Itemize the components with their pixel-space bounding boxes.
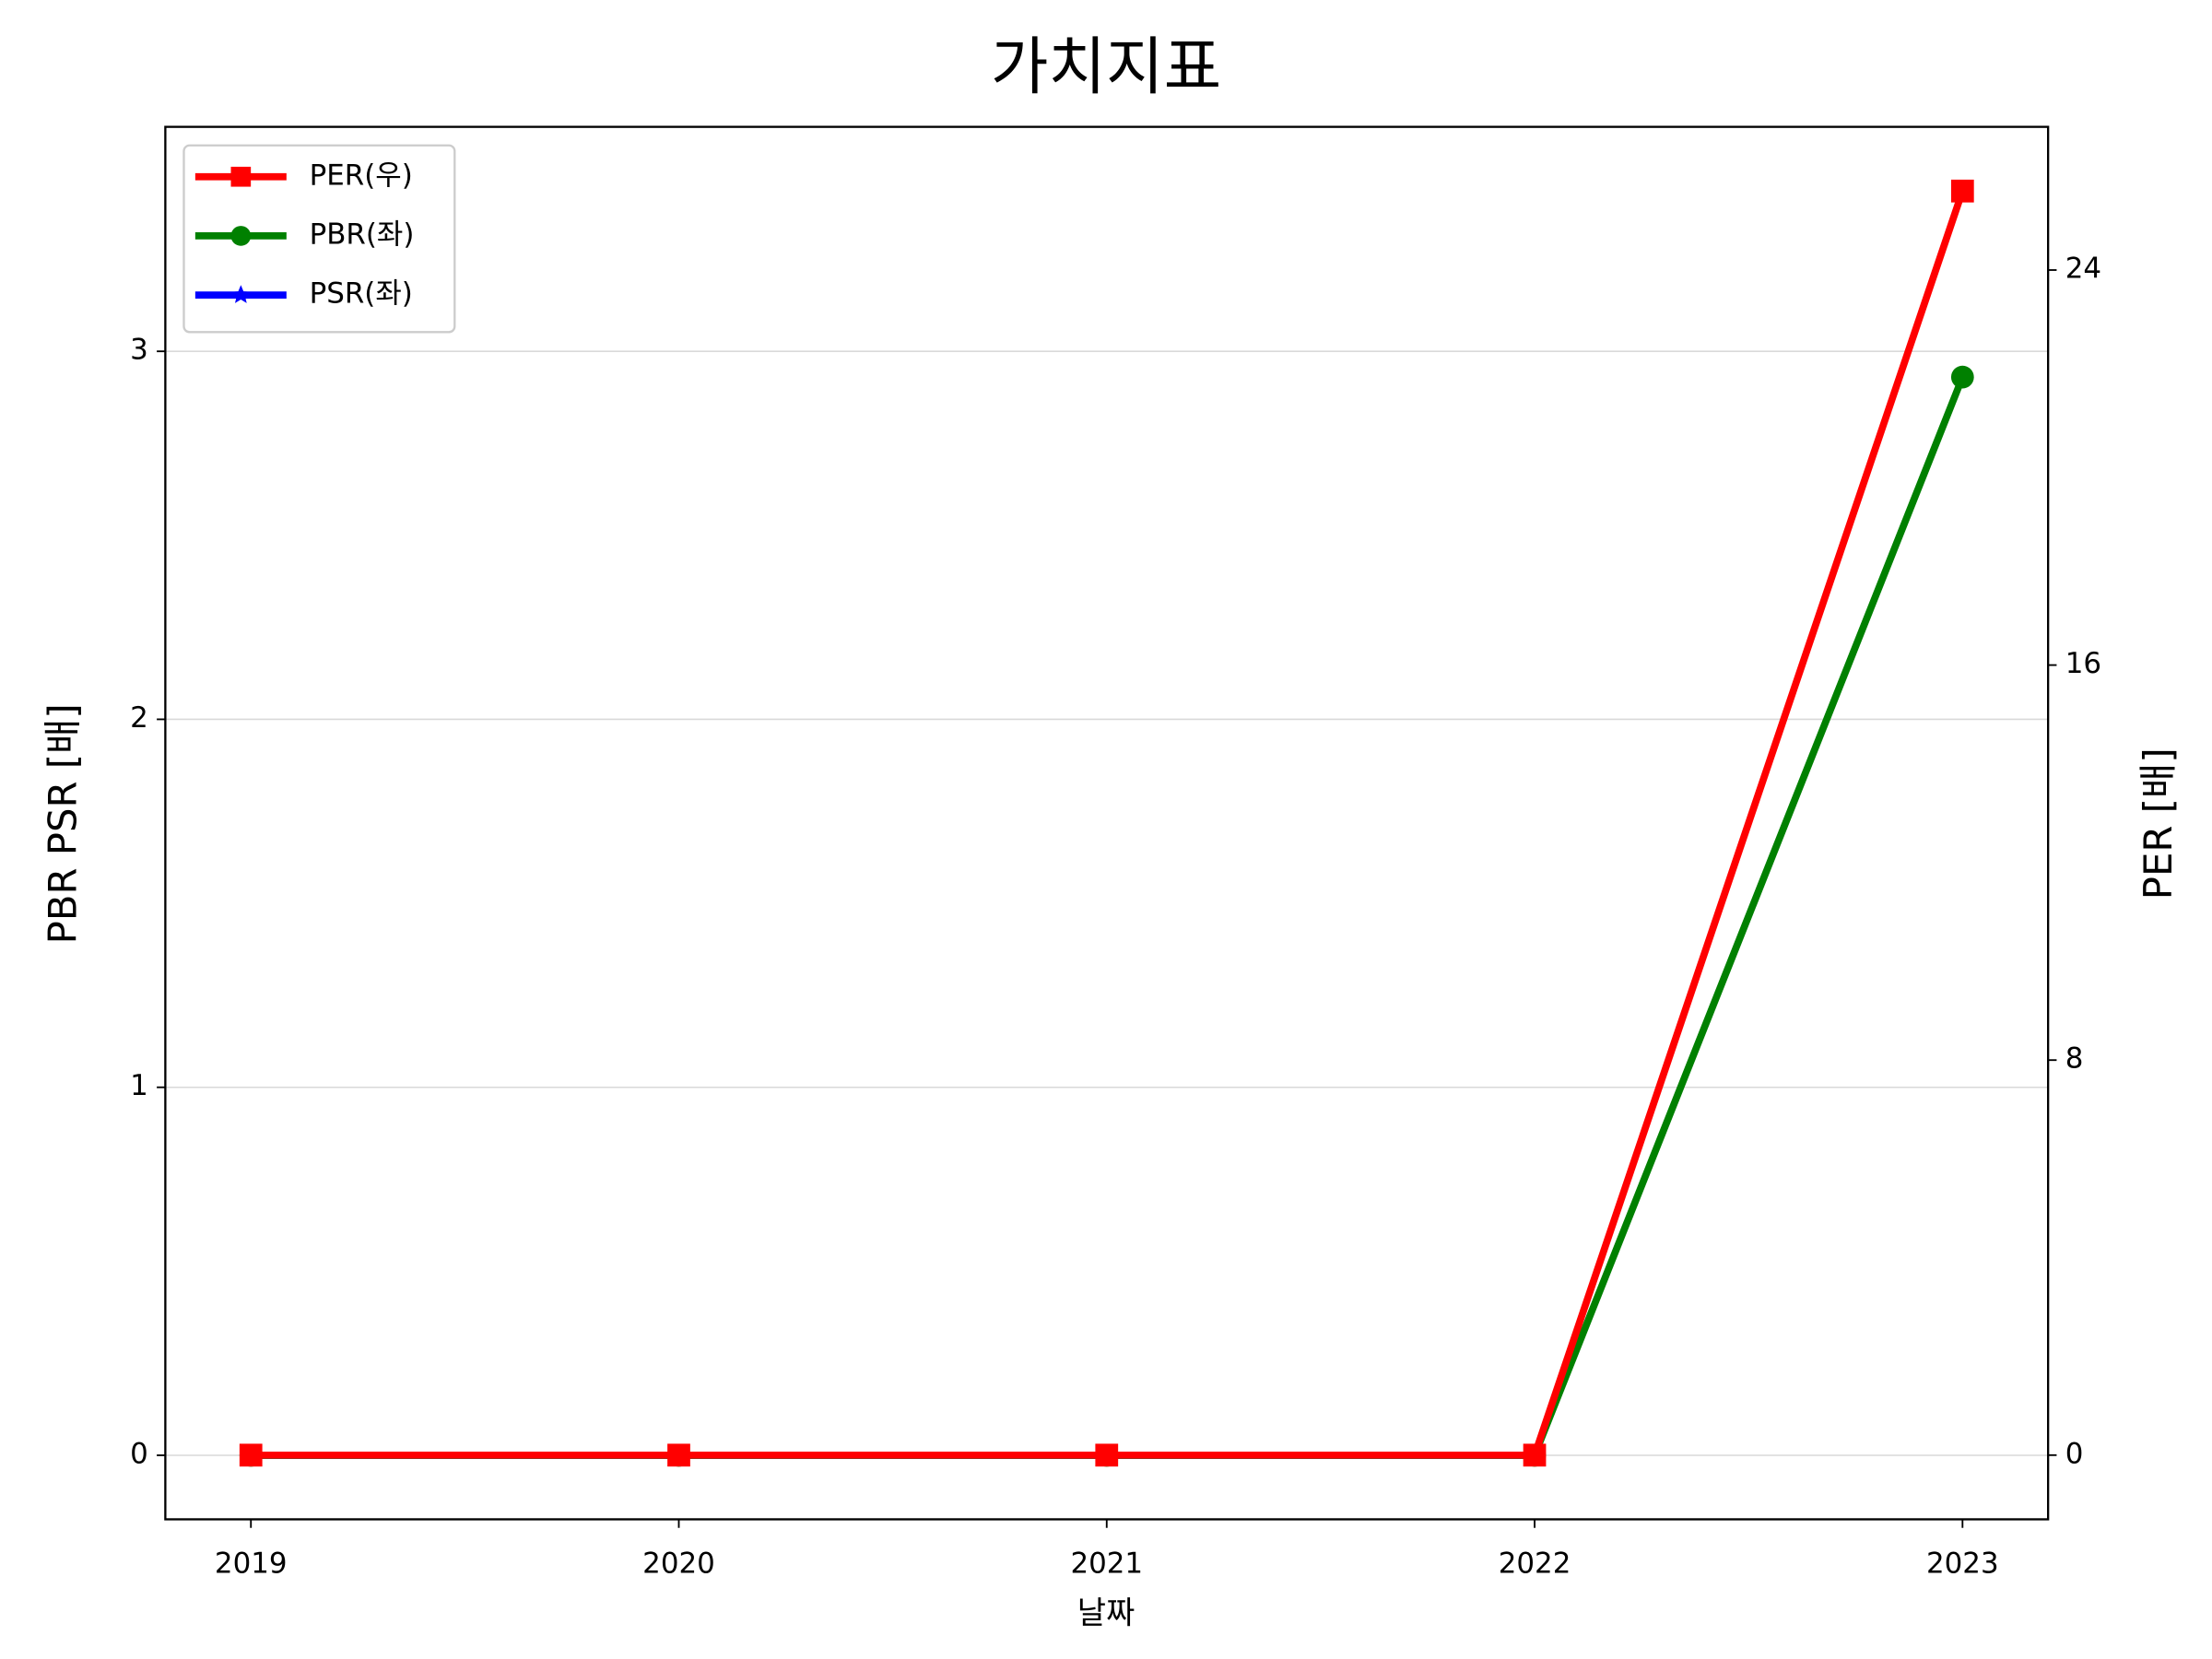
x-tick-label: 2021 <box>1070 1547 1143 1580</box>
y2-tick-label: 0 <box>2065 1437 2084 1470</box>
x-axis-label: 날짜 <box>1077 1595 1135 1632</box>
x-tick-label: 2019 <box>215 1547 288 1580</box>
y-tick-label: 3 <box>130 334 148 367</box>
marker <box>1523 1443 1547 1467</box>
marker <box>1950 365 1974 389</box>
marker <box>1950 179 1974 203</box>
y2-tick-label: 24 <box>2065 252 2101 285</box>
marker <box>1095 1443 1119 1467</box>
y2-axis-label: PER [배] <box>2136 747 2181 900</box>
y-tick-label: 0 <box>130 1437 148 1470</box>
y-tick-label: 1 <box>130 1069 148 1102</box>
legend-label: PBR(좌) <box>310 218 415 251</box>
y2-tick-label: 8 <box>2065 1042 2084 1076</box>
chart-title: 가치지표 <box>991 31 1221 104</box>
legend-marker <box>230 166 252 187</box>
x-tick-label: 2020 <box>642 1547 715 1580</box>
marker <box>667 1443 690 1467</box>
legend-marker <box>230 226 252 246</box>
x-tick-label: 2022 <box>1499 1547 1571 1580</box>
legend: PER(우) PBR(좌) PSR(좌) <box>182 144 456 334</box>
legend-box <box>182 144 456 334</box>
legend-label: PER(우) <box>310 159 413 192</box>
legend-label: PSR(좌) <box>310 277 413 311</box>
plot-frame <box>164 125 2050 1521</box>
y-tick-label: 2 <box>130 701 148 735</box>
y-axis-label: PBR PSR [배] <box>41 703 86 944</box>
x-tick-label: 2023 <box>1926 1547 1999 1580</box>
y2-tick-label: 16 <box>2065 647 2101 680</box>
legend-marker <box>231 285 251 303</box>
marker <box>239 1443 263 1467</box>
